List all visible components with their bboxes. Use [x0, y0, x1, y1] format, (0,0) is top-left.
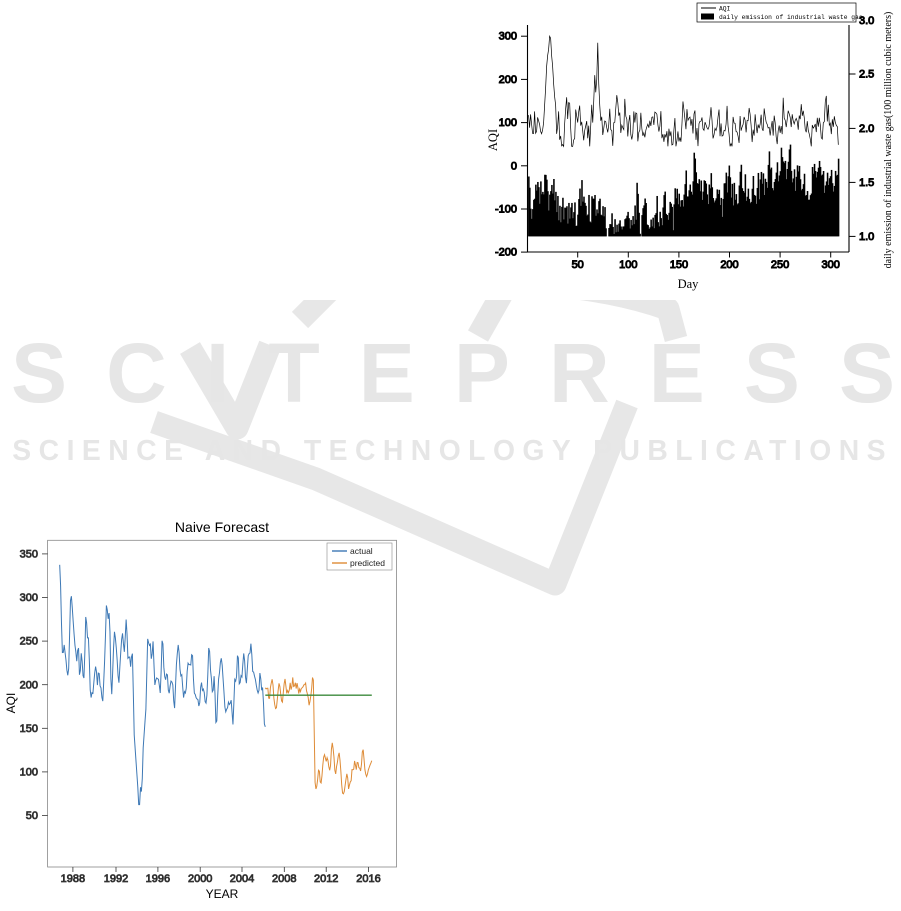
svg-text:2000: 2000 [188, 873, 212, 885]
svg-text:SCITEPRESS: SCITEPRESS [11, 326, 901, 420]
svg-text:0: 0 [511, 160, 517, 172]
svg-text:AQI: AQI [4, 693, 18, 714]
svg-text:YEAR: YEAR [206, 887, 239, 901]
svg-text:-200: -200 [495, 247, 517, 259]
svg-text:2.0: 2.0 [859, 123, 874, 135]
svg-text:Naive Forecast: Naive Forecast [175, 520, 269, 535]
svg-text:100: 100 [619, 259, 637, 271]
svg-text:350: 350 [20, 549, 38, 561]
svg-text:150: 150 [20, 723, 38, 735]
svg-text:actual: actual [350, 546, 373, 556]
svg-text:1992: 1992 [104, 873, 128, 885]
svg-text:1996: 1996 [146, 873, 170, 885]
svg-text:daily emission of industrial w: daily emission of industrial waste gas [719, 14, 863, 21]
svg-text:predicted: predicted [350, 558, 385, 568]
svg-text:AQI: AQI [719, 6, 731, 13]
svg-text:300: 300 [20, 592, 38, 604]
svg-text:200: 200 [720, 259, 738, 271]
svg-text:2016: 2016 [356, 873, 380, 885]
svg-text:2.5: 2.5 [859, 69, 874, 81]
svg-text:1.0: 1.0 [859, 231, 874, 243]
svg-text:200: 200 [20, 679, 38, 691]
svg-text:300: 300 [822, 259, 840, 271]
svg-text:2004: 2004 [230, 873, 254, 885]
svg-text:250: 250 [771, 259, 789, 271]
svg-text:150: 150 [670, 259, 688, 271]
svg-text:50: 50 [26, 810, 38, 822]
svg-text:300: 300 [499, 31, 517, 43]
svg-text:SCIENCE AND TECHNOLOGY PUBLICA: SCIENCE AND TECHNOLOGY PUBLICATIONS [12, 434, 893, 466]
svg-text:1.5: 1.5 [859, 177, 874, 189]
svg-text:250: 250 [20, 636, 38, 648]
svg-text:2012: 2012 [314, 873, 338, 885]
svg-text:100: 100 [499, 117, 517, 129]
svg-text:AQI: AQI [486, 129, 500, 151]
svg-text:Day: Day [678, 277, 700, 291]
svg-text:daily emission of industrial w: daily emission of industrial waste gas(1… [883, 12, 894, 269]
svg-text:1988: 1988 [61, 873, 85, 885]
svg-text:-100: -100 [495, 204, 517, 216]
svg-text:50: 50 [572, 259, 584, 271]
svg-text:100: 100 [20, 767, 38, 779]
svg-text:2008: 2008 [272, 873, 296, 885]
svg-text:200: 200 [499, 74, 517, 86]
